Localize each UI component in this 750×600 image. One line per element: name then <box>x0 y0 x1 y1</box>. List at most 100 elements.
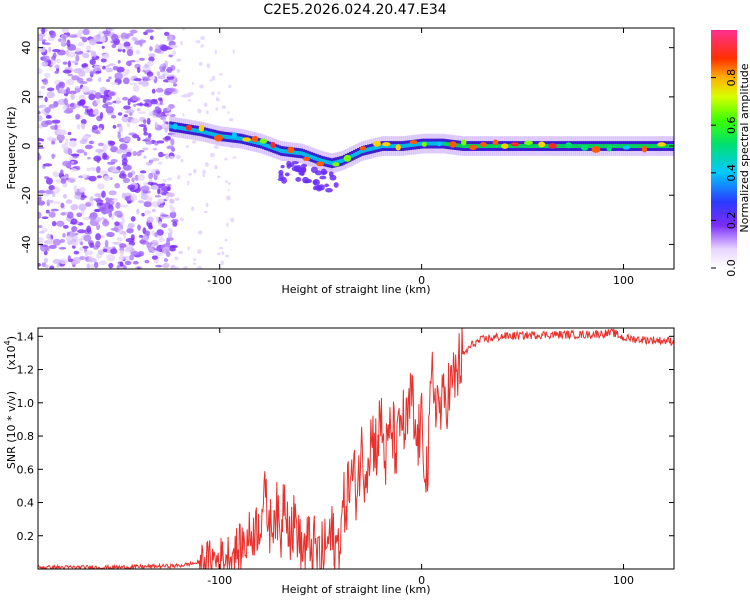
noise-blob <box>115 96 121 105</box>
noise-blob <box>167 192 175 197</box>
noise-blob <box>52 192 56 198</box>
noise-blob <box>132 84 140 93</box>
noise-blob <box>85 250 94 255</box>
noise-blob <box>96 166 101 174</box>
noise-blob <box>119 261 124 267</box>
noise-blob <box>219 73 223 76</box>
noise-blob <box>136 103 144 106</box>
ridge-center <box>268 144 271 149</box>
noise-blob <box>70 161 75 164</box>
ridge-center <box>577 144 580 149</box>
noise-blob <box>143 155 147 159</box>
ridge-center <box>302 152 306 157</box>
noise-blob <box>66 211 74 219</box>
ridge-center <box>403 143 406 148</box>
noise-blob <box>100 58 107 63</box>
ridge-center <box>589 144 592 149</box>
noise-blob <box>69 140 78 148</box>
noise-blob <box>188 172 192 176</box>
noise-blob <box>88 175 97 182</box>
noise-blob <box>197 265 203 269</box>
noise-blob <box>145 230 151 236</box>
noise-blob <box>68 90 77 95</box>
noise-blob <box>60 176 68 179</box>
ridge-center <box>597 144 600 149</box>
noise-blob <box>158 204 165 208</box>
noise-blob <box>101 53 109 59</box>
noise-blob <box>51 119 61 124</box>
noise-blob <box>52 258 62 264</box>
noise-blob <box>125 60 132 67</box>
scatter-blob <box>280 164 285 169</box>
ridge-center <box>575 144 578 149</box>
noise-blob <box>129 59 136 63</box>
noise-blob <box>122 48 126 53</box>
snr-xtick-label: 0 <box>418 574 425 587</box>
noise-blob <box>88 93 96 101</box>
noise-blob <box>111 43 117 49</box>
noise-blob <box>103 175 111 182</box>
noise-blob <box>143 200 152 208</box>
ridge-center <box>595 144 598 149</box>
noise-blob <box>99 35 106 40</box>
ridge-center <box>629 144 633 149</box>
ridge-center <box>227 135 231 140</box>
noise-blob <box>49 265 55 269</box>
ridge-center <box>266 143 269 148</box>
noise-blob <box>86 77 93 82</box>
ridge-center <box>375 145 378 150</box>
noise-blob <box>82 52 90 59</box>
noise-blob <box>168 54 173 58</box>
noise-blob <box>169 155 175 160</box>
noise-blob <box>66 39 71 47</box>
ridge-hotspot <box>409 140 418 145</box>
ridge-center <box>377 145 380 149</box>
noise-blob <box>148 159 154 164</box>
ridge-center <box>579 144 582 149</box>
noise-blob <box>56 220 65 227</box>
ridge-center <box>209 131 213 136</box>
noise-blob <box>197 230 203 235</box>
noise-blob <box>94 64 98 72</box>
scatter-blob <box>298 169 305 176</box>
noise-blob <box>59 258 68 265</box>
noise-blob <box>51 153 55 160</box>
noise-blob <box>198 61 203 66</box>
noise-blob <box>151 184 159 191</box>
noise-blob <box>55 84 60 91</box>
ridge-center <box>326 160 330 165</box>
noise-blob <box>218 246 224 250</box>
ridge-center <box>649 144 653 149</box>
noise-blob <box>145 140 153 145</box>
noise-blob <box>155 264 163 268</box>
noise-blob <box>48 211 56 218</box>
noise-blob <box>167 79 176 83</box>
noise-blob <box>102 30 111 35</box>
scatter-blob <box>288 163 295 168</box>
snr-xtick-label: -100 <box>207 574 232 587</box>
ridge-hotspot <box>641 145 648 153</box>
noise-blob <box>174 256 179 261</box>
noise-blob <box>52 171 59 177</box>
spectrogram-xlabel: Height of straight line (km) <box>281 283 430 296</box>
noise-blob <box>121 217 125 224</box>
noise-blob <box>110 114 117 119</box>
ridge-center <box>320 158 324 163</box>
noise-blob <box>116 80 122 84</box>
scatter-blob <box>295 165 302 171</box>
ridge-center <box>534 144 538 149</box>
noise-blob <box>192 140 197 144</box>
noise-blob <box>89 58 96 66</box>
noise-blob <box>60 212 66 216</box>
ridge-center <box>330 161 334 166</box>
noise-blob <box>124 46 134 49</box>
noise-blob <box>44 96 48 103</box>
noise-blob <box>191 206 195 212</box>
noise-blob <box>161 183 166 187</box>
ridge-center <box>601 144 604 149</box>
noise-blob <box>82 28 90 36</box>
noise-blob <box>154 194 161 198</box>
noise-blob <box>110 82 119 85</box>
noise-blob <box>166 106 170 112</box>
ridge-hotspot <box>510 142 520 147</box>
